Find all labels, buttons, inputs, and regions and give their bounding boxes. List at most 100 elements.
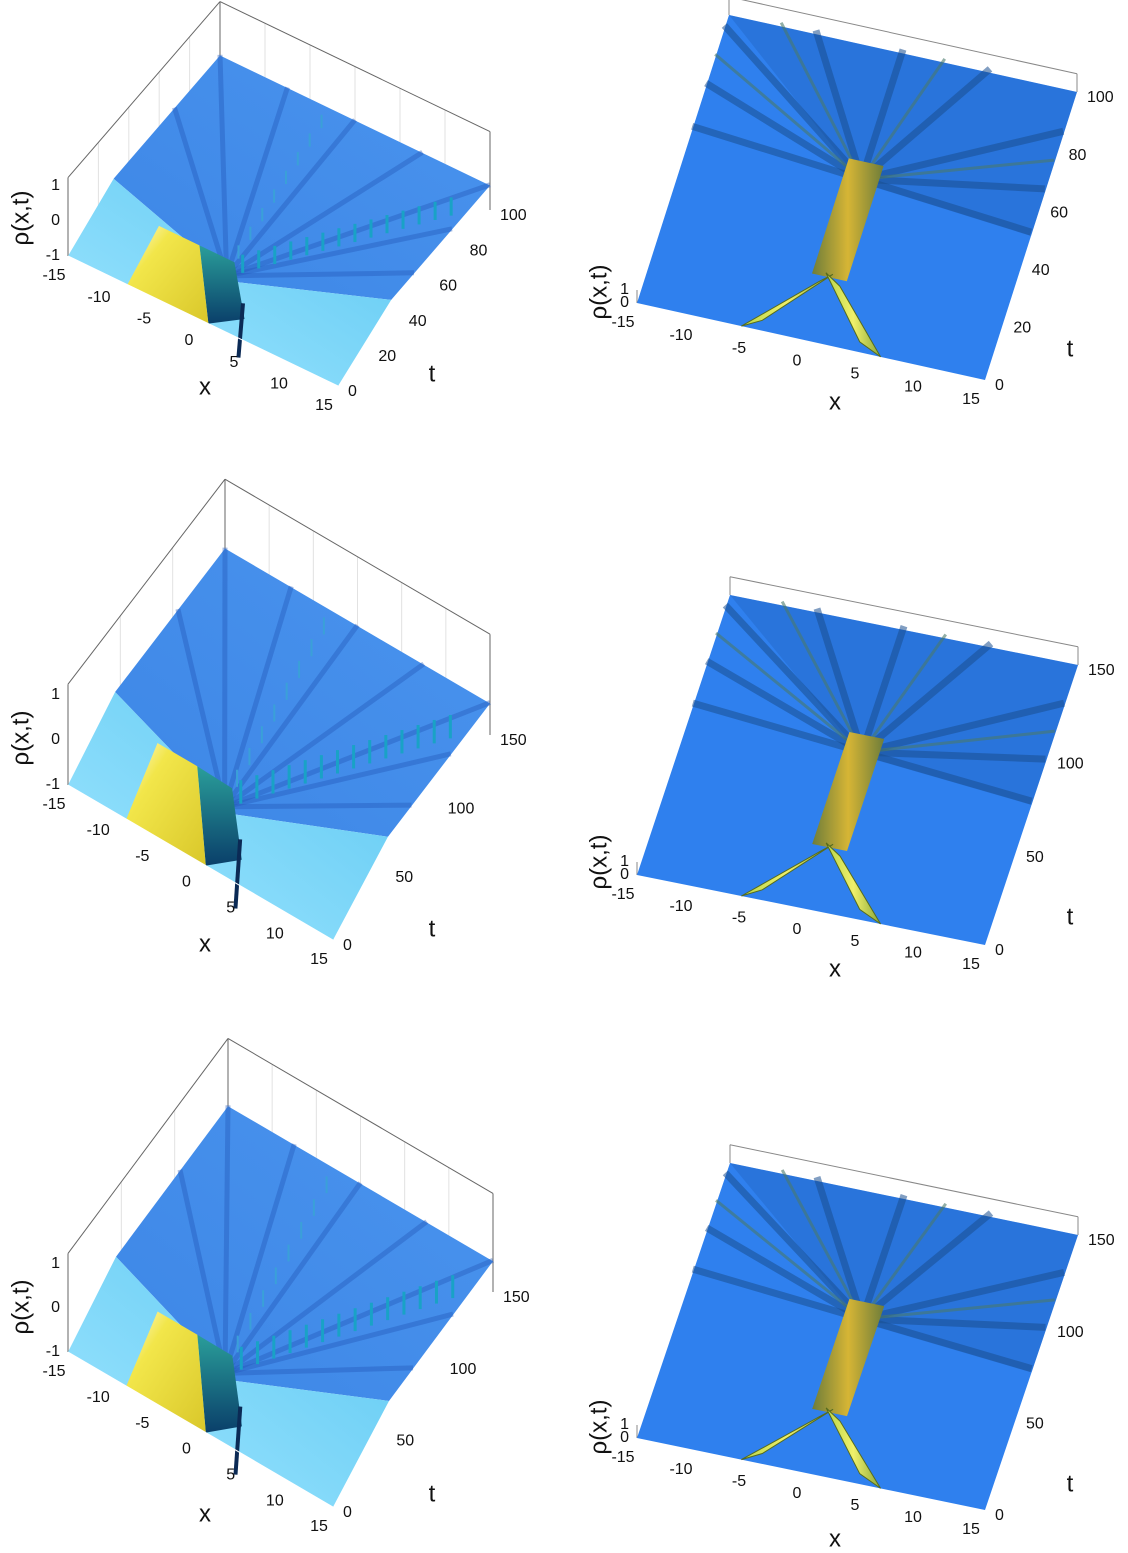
t-tick-label: 0 [995,1507,1004,1524]
hump-side [199,245,245,324]
z-tick-label: 1 [51,686,60,703]
t-tick-label: 40 [409,313,427,330]
x-tick-label: -15 [42,267,65,284]
ray [223,700,491,810]
x-tick-label: 10 [904,1509,922,1526]
trunk [812,732,885,851]
x-tick-label: -15 [611,1449,634,1466]
z-axis-label: ρ(x,t) [585,1400,612,1455]
ray [860,57,946,181]
spike [233,839,243,909]
x-tick-label: 0 [793,921,802,938]
z-tick-label: 1 [620,281,629,298]
x-tick-label: -5 [137,311,151,328]
ray [721,23,865,182]
ray [861,1268,1065,1323]
ray [224,802,412,810]
t-tick-label: 50 [1026,1416,1044,1433]
x-tick-label: 5 [851,1497,860,1514]
surface-shade [730,1163,1078,1373]
box-edge [224,478,491,635]
spike [233,1406,243,1475]
t-tick-label: 100 [500,207,527,224]
x-tick-label: 10 [904,378,922,395]
ray [858,48,907,181]
z-tick-label: 1 [51,1255,60,1272]
ray [217,54,230,276]
t-tick-label: 0 [995,942,1004,959]
ray [715,1199,864,1321]
t-tick-label: 60 [1050,204,1068,221]
x-tick-label: 5 [226,1467,235,1484]
stem [741,843,834,897]
x-tick-label: 0 [185,332,194,349]
ray [861,1315,1046,1331]
x-tick-label: -15 [611,314,634,331]
t-axis-label: t [429,1480,436,1507]
t-tick-label: 150 [503,1289,530,1306]
t-tick-label: 50 [1026,849,1044,866]
stem [825,1407,882,1489]
x-tick-label: 0 [182,1441,191,1458]
x-tick-label: -15 [42,1363,65,1380]
z-tick-label: 0 [51,212,60,229]
x-tick-label: 15 [962,1521,980,1538]
x-tick-label: -15 [42,796,65,813]
ray [222,623,360,809]
x-tick-label: 0 [793,1485,802,1502]
ray [224,1365,414,1376]
x-tick-label: 15 [310,1518,328,1535]
hump-side [197,766,242,866]
hump-top [127,225,209,324]
ray [861,158,1055,181]
ray [780,1169,864,1320]
ray [714,53,863,181]
x-tick-label: 15 [310,951,328,968]
z-tick-label: 0 [51,731,60,748]
t-tick-label: 60 [439,278,457,295]
ray [861,699,1065,756]
ray [704,80,864,183]
ray [175,608,228,808]
t-axis-label: t [429,915,436,942]
ray [860,127,1065,183]
box-edge [729,1144,1079,1218]
box-edge [741,0,1078,75]
x-tick-label: -5 [135,1415,149,1432]
axis-line [67,1351,334,1508]
ray [715,631,864,754]
x-tick-label: 0 [793,353,802,370]
ray [224,751,452,810]
ray [860,633,947,753]
ray [860,175,1033,236]
ray [691,699,864,756]
ray [172,106,230,277]
x-tick-label: 5 [230,354,239,371]
x-axis-label: x [829,1525,841,1552]
z-tick-label: 1 [620,853,629,870]
ray [779,21,863,180]
hump-top [126,1311,206,1433]
axis-line [67,784,334,941]
ray [224,86,290,277]
t-tick-label: 150 [1088,662,1115,679]
t-axis-label: t [1067,335,1074,362]
trunk [812,158,884,282]
box-edge [227,1038,494,1194]
t-tick-label: 50 [395,869,413,886]
ray [222,585,294,808]
ray [177,1169,228,1374]
t-tick-label: 100 [1087,89,1114,106]
ray [862,1298,1055,1321]
x-tick-label: -10 [669,1461,692,1478]
ray [859,66,993,182]
t-tick-label: 100 [1057,1324,1084,1341]
t-tick-label: 20 [1013,320,1031,337]
z-tick-label: 0 [620,866,629,883]
x-tick-label: 10 [270,376,288,393]
ray [225,182,491,279]
surface-plane [116,1106,493,1401]
t-axis-label: t [1067,903,1074,930]
x-tick-label: 15 [962,956,980,973]
x-tick-label: -10 [87,289,110,306]
